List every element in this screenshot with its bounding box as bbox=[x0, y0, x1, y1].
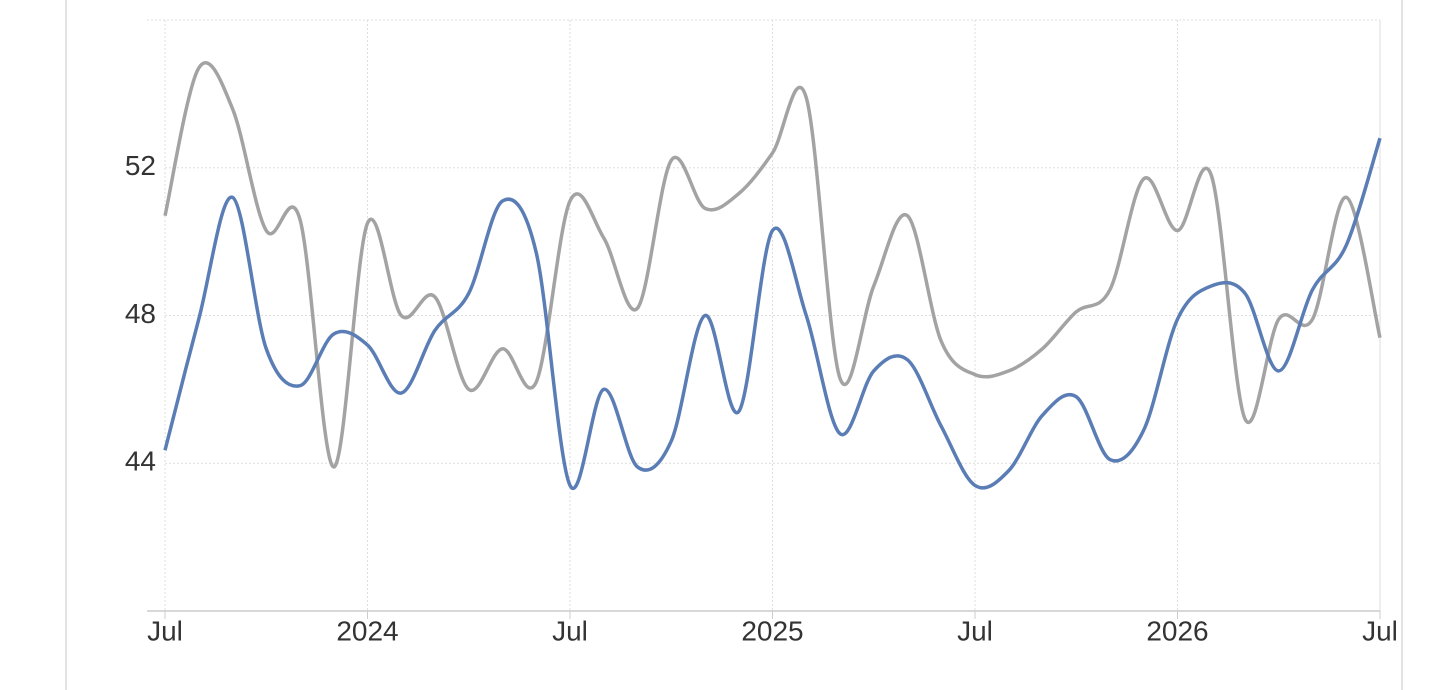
y-tick-label: 48 bbox=[125, 298, 156, 329]
x-tick-label: 2025 bbox=[741, 615, 803, 646]
series-line bbox=[163, 137, 1382, 491]
y-tick-label: 44 bbox=[125, 446, 156, 477]
x-tick-label: Jul bbox=[147, 615, 183, 646]
x-tick-label: Jul bbox=[552, 615, 588, 646]
x-tick-label: Jul bbox=[957, 615, 993, 646]
x-tick-label: Jul bbox=[1362, 615, 1398, 646]
series-line bbox=[163, 61, 1382, 469]
x-tick-label: 2026 bbox=[1146, 615, 1208, 646]
x-tick-label: 2024 bbox=[336, 615, 398, 646]
y-tick-label: 52 bbox=[125, 150, 156, 181]
